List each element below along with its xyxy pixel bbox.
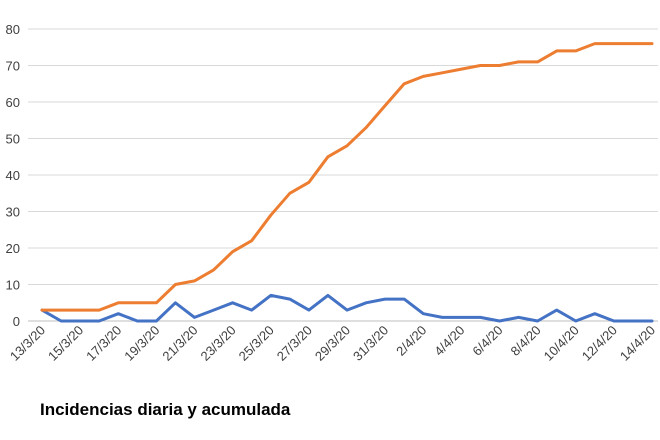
y-tick-label: 40 bbox=[6, 168, 20, 183]
y-tick-label: 50 bbox=[6, 132, 20, 147]
x-tick-label: 12/4/20 bbox=[579, 323, 620, 364]
gridlines bbox=[28, 28, 658, 285]
x-tick-label: 14/4/20 bbox=[617, 323, 658, 364]
y-tick-label: 80 bbox=[6, 22, 20, 37]
y-tick-label: 30 bbox=[6, 205, 20, 220]
x-tick-label: 29/3/20 bbox=[312, 323, 353, 364]
x-tick-label: 31/3/20 bbox=[350, 323, 391, 364]
chart-title: Incidencias diaria y acumulada bbox=[40, 400, 291, 419]
y-tick-label: 20 bbox=[6, 241, 20, 256]
x-tick-label: 10/4/20 bbox=[541, 323, 582, 364]
y-tick-label: 60 bbox=[6, 95, 20, 110]
x-axis-ticks: 13/3/2015/3/2017/3/2019/3/2021/3/2023/3/… bbox=[7, 323, 658, 364]
x-tick-label: 2/4/20 bbox=[393, 323, 429, 359]
x-tick-label: 25/3/20 bbox=[236, 323, 277, 364]
x-tick-label: 15/3/20 bbox=[45, 323, 86, 364]
y-tick-label: 70 bbox=[6, 59, 20, 74]
x-tick-label: 21/3/20 bbox=[159, 323, 200, 364]
y-tick-label: 0 bbox=[13, 314, 20, 329]
chart: 0 10 20 30 40 50 60 70 80 13/3/2015/3/2017/3/201… bbox=[6, 22, 659, 364]
x-tick-label: 8/4/20 bbox=[508, 323, 544, 359]
y-tick-label: 10 bbox=[6, 278, 20, 293]
series-lines bbox=[40, 42, 654, 323]
x-tick-label: 23/3/20 bbox=[197, 323, 238, 364]
series-line-2 bbox=[40, 42, 654, 312]
x-tick-label: 19/3/20 bbox=[121, 323, 162, 364]
y-axis-ticks: 0 10 20 30 40 50 60 70 80 bbox=[6, 22, 20, 329]
x-tick-label: 6/4/20 bbox=[469, 323, 505, 359]
series-line-1 bbox=[40, 293, 654, 323]
x-tick-label: 27/3/20 bbox=[274, 323, 315, 364]
x-tick-label: 4/4/20 bbox=[431, 323, 467, 359]
x-tick-label: 17/3/20 bbox=[83, 323, 124, 364]
